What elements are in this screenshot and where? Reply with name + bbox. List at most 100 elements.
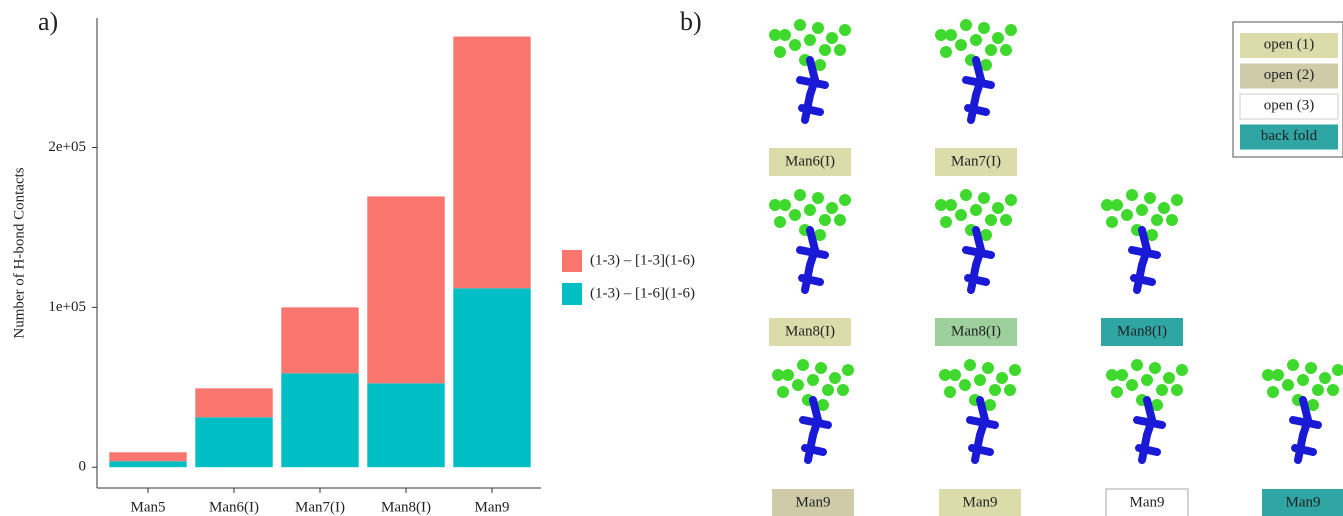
structure-label: Man8(I) xyxy=(951,323,1001,339)
x-tick-label: Man5 xyxy=(131,499,166,515)
atom-green xyxy=(789,39,801,51)
atom-green xyxy=(804,34,816,46)
atom-green xyxy=(1106,216,1118,228)
atom-green xyxy=(1163,372,1175,384)
y-tick-label: 0 xyxy=(79,459,87,475)
x-tick-label: Man6(I) xyxy=(209,499,259,515)
atom-green xyxy=(812,22,824,34)
page: a) b) Number of H-bond Contacts 01e+052e… xyxy=(0,0,1343,516)
atom-green xyxy=(996,372,1008,384)
legend-label: (1-3) – [1-3](1-6) xyxy=(590,252,695,268)
atom-green xyxy=(789,209,801,221)
atom-green xyxy=(978,192,990,204)
atom-green xyxy=(819,214,831,226)
atom-green xyxy=(1171,194,1183,206)
atom-green xyxy=(1305,362,1317,374)
structure-label: Man7(I) xyxy=(951,153,1001,169)
bond-blue xyxy=(800,250,825,255)
y-tick-label: 1e+05 xyxy=(48,299,86,315)
atom-green xyxy=(1000,214,1012,226)
bond-blue xyxy=(1132,250,1157,255)
bar-segment xyxy=(453,37,530,289)
atom-green xyxy=(1126,189,1138,201)
bar-segment xyxy=(281,307,358,373)
bar-segment xyxy=(281,373,358,467)
atom-green xyxy=(812,192,824,204)
atom-green xyxy=(774,46,786,58)
bar-segment xyxy=(195,417,272,467)
atom-green xyxy=(839,194,851,206)
bar-segment xyxy=(109,461,186,467)
atom-green xyxy=(822,384,834,396)
atom-green xyxy=(777,386,789,398)
atom-green xyxy=(774,216,786,228)
bond-blue xyxy=(970,420,995,425)
atom-green xyxy=(829,372,841,384)
bond-blue xyxy=(802,108,820,112)
atom-green xyxy=(1262,369,1274,381)
atom-green xyxy=(826,202,838,214)
atom-green xyxy=(1287,359,1299,371)
figure: a) b) Number of H-bond Contacts 01e+052e… xyxy=(0,0,1343,516)
atom-green xyxy=(1004,384,1016,396)
atom-green xyxy=(1121,209,1133,221)
atom-green xyxy=(935,29,947,41)
atom-green xyxy=(834,214,846,226)
atom-green xyxy=(992,202,1004,214)
atom-green xyxy=(1158,202,1170,214)
structure-legend-label: back fold xyxy=(1261,128,1318,144)
atom-green xyxy=(1131,359,1143,371)
atom-green xyxy=(1327,384,1339,396)
x-tick-label: Man9 xyxy=(475,499,510,515)
bond-blue xyxy=(966,250,991,255)
atom-green xyxy=(935,199,947,211)
atom-green xyxy=(1009,364,1021,376)
atom-green xyxy=(992,32,1004,44)
atom-green xyxy=(1171,384,1183,396)
bar-segment xyxy=(109,452,186,461)
structure-legend-label: open (2) xyxy=(1264,67,1314,83)
bond-blue xyxy=(972,448,990,452)
bond-blue xyxy=(803,420,828,425)
atom-green xyxy=(819,44,831,56)
bond-blue xyxy=(1139,448,1157,452)
panel-label: b) xyxy=(680,7,702,36)
atom-green xyxy=(982,362,994,374)
atom-green xyxy=(792,379,804,391)
structure-legend-label: open (1) xyxy=(1264,36,1314,52)
atom-green xyxy=(834,44,846,56)
atom-green xyxy=(1151,214,1163,226)
atom-green xyxy=(1141,374,1153,386)
atom-green xyxy=(797,359,809,371)
atom-green xyxy=(769,29,781,41)
atom-green xyxy=(807,374,819,386)
structure-label: Man9 xyxy=(963,494,998,510)
atom-green xyxy=(794,19,806,31)
y-tick-label: 2e+05 xyxy=(48,139,86,155)
atom-green xyxy=(944,386,956,398)
atom-green xyxy=(772,369,784,381)
atom-green xyxy=(959,379,971,391)
atom-green xyxy=(1176,364,1188,376)
atom-green xyxy=(839,24,851,36)
bar-segment xyxy=(453,288,530,467)
structure-legend-label: open (3) xyxy=(1264,97,1314,113)
atom-green xyxy=(964,359,976,371)
atom-green xyxy=(1005,194,1017,206)
atom-green xyxy=(1297,374,1309,386)
atom-green xyxy=(842,364,854,376)
atom-green xyxy=(974,374,986,386)
bond-blue xyxy=(1134,278,1152,282)
bond-blue xyxy=(968,108,986,112)
bond-blue xyxy=(1295,448,1313,452)
atom-green xyxy=(939,369,951,381)
atom-green xyxy=(794,189,806,201)
atom-green xyxy=(815,362,827,374)
atom-green xyxy=(1101,199,1113,211)
atom-green xyxy=(1136,204,1148,216)
y-axis-label: Number of H-bond Contacts xyxy=(11,167,27,338)
atom-green xyxy=(1267,386,1279,398)
atom-green xyxy=(940,46,952,58)
bond-blue xyxy=(800,80,825,85)
atom-green xyxy=(955,209,967,221)
